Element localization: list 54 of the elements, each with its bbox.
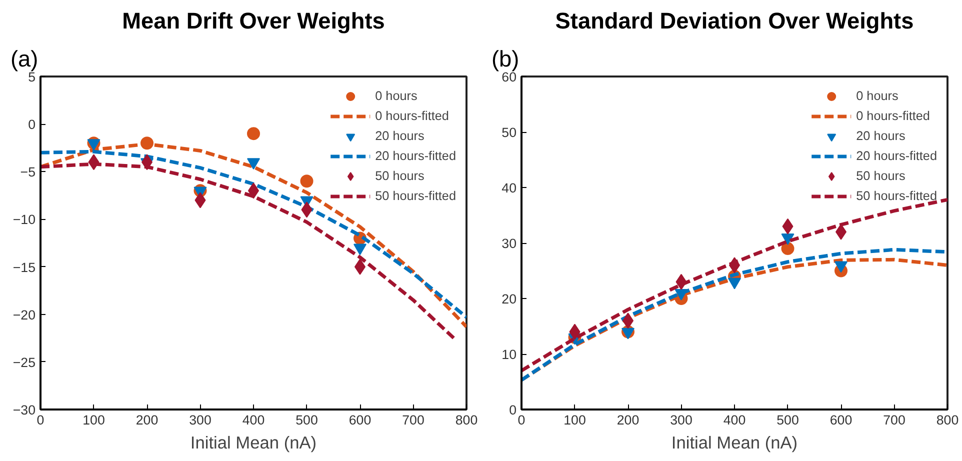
legend-label: 0 hours-fitted — [856, 109, 930, 123]
point — [834, 261, 848, 273]
x-tick-label: 100 — [564, 412, 586, 428]
y-tick-label: −10 — [12, 212, 36, 228]
x-tick-label: 400 — [242, 412, 265, 428]
y-tick-label: 20 — [502, 292, 517, 306]
x-tick-label: 700 — [883, 412, 906, 428]
x-tick-label: 200 — [616, 412, 640, 428]
y-tick-label: −20 — [12, 307, 36, 322]
y-tick-label: 0 — [28, 117, 36, 132]
y-tick-label: −5 — [20, 164, 36, 180]
chart-title: Mean Drift Over Weights — [122, 8, 385, 34]
legend-label: 0 hours-fitted — [375, 109, 449, 123]
x-tick-label: 100 — [82, 412, 105, 428]
x-axis-title: Initial Mean (nA) — [671, 432, 798, 452]
point — [781, 233, 794, 245]
y-tick-label: −15 — [12, 260, 36, 275]
x-tick-label: 500 — [776, 412, 799, 428]
y-tick-label: 0 — [509, 402, 517, 418]
legend-label: 50 hours — [856, 169, 906, 183]
y-tick-label: −25 — [12, 354, 36, 370]
x-tick-label: 800 — [936, 412, 959, 428]
y-tick-label: 10 — [502, 347, 517, 362]
legend-label: 20 hours-fitted — [856, 149, 937, 163]
y-tick-label: −30 — [12, 402, 36, 418]
x-tick-label: 300 — [670, 412, 692, 428]
legend-label: 20 hours-fitted — [375, 149, 456, 163]
x-axis-title: Initial Mean (nA) — [190, 432, 317, 452]
legend-label: 0 hours — [375, 89, 418, 103]
x-tick-label: 400 — [723, 412, 746, 428]
point — [622, 328, 634, 340]
text: (b) — [492, 46, 520, 72]
y-tick-label: 50 — [502, 125, 517, 140]
point — [728, 278, 741, 290]
x-tick-label: 600 — [348, 412, 372, 428]
legend-label: 20 hours — [856, 129, 906, 143]
x-tick-label: 700 — [402, 412, 424, 428]
text: (a) — [10, 46, 38, 72]
legend-label: 20 hours — [375, 129, 424, 143]
legend-label: 50 hours — [375, 169, 424, 183]
x-tick-label: 500 — [296, 412, 318, 428]
point — [781, 242, 794, 256]
x-tick-label: 300 — [189, 412, 212, 428]
y-tick-label: 30 — [502, 236, 517, 251]
legend-label: 50 hours-fitted — [856, 189, 937, 203]
x-tick-label: 200 — [136, 412, 158, 428]
y-tick-label: 40 — [502, 180, 517, 196]
point — [300, 174, 314, 188]
point — [247, 127, 260, 140]
chart-title: Standard Deviation Over Weights — [555, 8, 914, 34]
legend-label: 0 hours — [856, 89, 898, 103]
x-tick-label: 800 — [455, 412, 478, 428]
legend-label: 50 hours-fitted — [375, 189, 456, 203]
x-tick-label: 600 — [830, 412, 852, 428]
